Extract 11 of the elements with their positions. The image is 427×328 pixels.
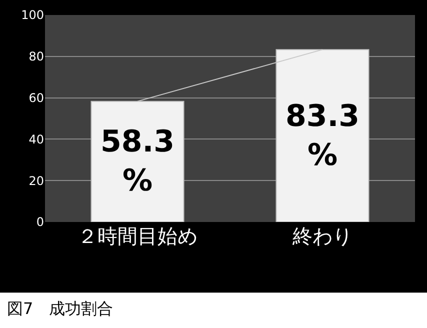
y-tick-label: 60 — [28, 91, 44, 105]
y-tick-label: 20 — [28, 174, 44, 188]
x-tick-label: ２時間目始め — [78, 224, 198, 248]
data-label: 83.3 % — [285, 98, 360, 173]
y-tick-label: 100 — [21, 8, 44, 22]
caption: 図7 成功割合 — [7, 299, 114, 318]
y-tick-label: 0 — [36, 215, 44, 230]
y-tick-label: 40 — [28, 132, 44, 146]
x-tick-label: 終わり — [292, 224, 352, 248]
data-label: 58.3 % — [100, 124, 175, 199]
y-tick-label: 80 — [28, 50, 44, 64]
